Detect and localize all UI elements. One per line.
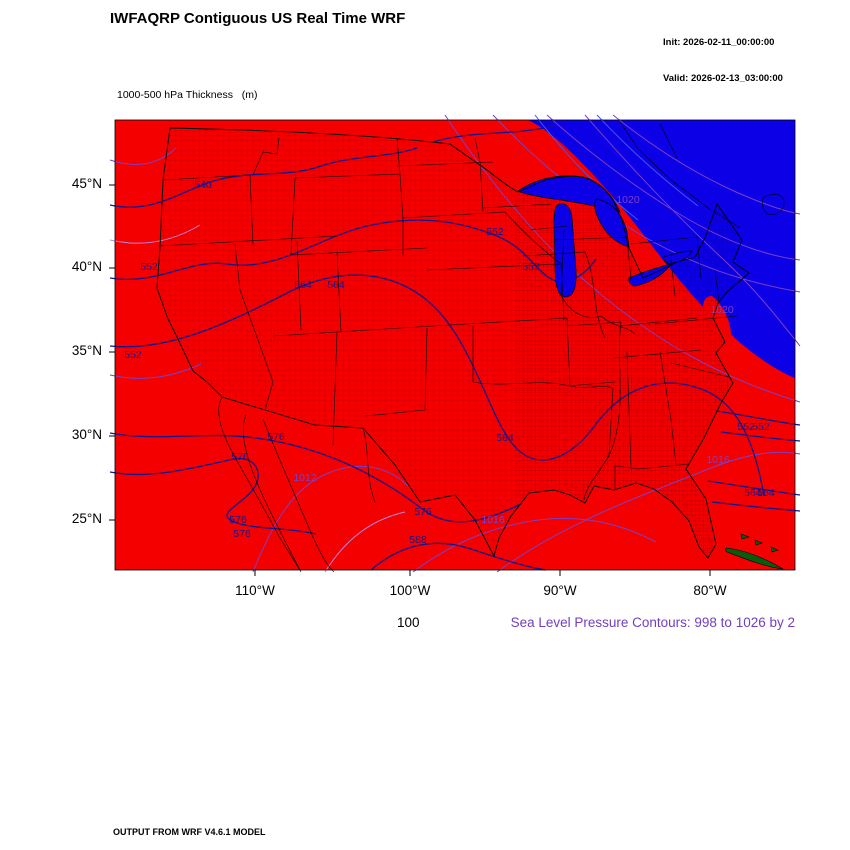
us-outline — [156, 127, 750, 559]
cold-airmass-region — [528, 120, 795, 378]
contour-label-thickness: 564 — [757, 487, 775, 499]
islands — [725, 533, 784, 570]
contour-label-thickness: 564 — [294, 279, 312, 291]
contour-label-thickness: 564 — [327, 279, 345, 291]
contour-label-thickness: 576 — [229, 514, 247, 526]
model-timestamps: Init: 2026-02-11_00:00:00 Valid: 2026-02… — [663, 13, 783, 109]
valid-timestamp: Valid: 2026-02-13_03:00:00 — [663, 73, 783, 84]
cold-region-contours — [534, 114, 699, 221]
contour-label-pressure: 1016 — [706, 454, 730, 466]
contour-label-thickness: 540 — [194, 179, 212, 191]
thickness-contours — [109, 125, 801, 571]
legend-thickness-1: 1000-500 hPa Thickness (m) — [117, 89, 258, 101]
cuba — [725, 547, 784, 570]
contour-label-thickness: 576 — [267, 431, 285, 443]
contour-label-thickness: 552 — [124, 349, 142, 361]
weather-map: 540 552 552 564 564 552 552 576 576 564 552 552 564 5… — [109, 114, 801, 576]
lat-axis-label: 45°N — [71, 176, 102, 191]
contour-label-thickness: 564 — [744, 487, 762, 499]
init-timestamp: Init: 2026-02-11_00:00:00 — [663, 37, 775, 48]
bahamas-1 — [740, 533, 750, 540]
bahamas-3 — [770, 546, 779, 553]
contour-label-thickness: 564 — [496, 432, 514, 444]
lat-axis-label: 25°N — [71, 511, 102, 526]
state-borders — [158, 137, 738, 501]
mexico-coastlines — [218, 396, 376, 573]
contour-label-thickness: 588 — [409, 534, 427, 546]
contour-label-thickness: 576 — [233, 528, 251, 540]
contour-label-thickness: 576 — [231, 451, 249, 463]
contour-label-thickness: 552 — [752, 421, 770, 433]
lat-axis-label: 30°N — [71, 427, 102, 442]
lon-axis-label: 90°W — [543, 583, 577, 598]
lat-axis-label: 35°N — [71, 343, 102, 358]
contour-label-pressure: 1020 — [710, 304, 734, 316]
contour-label-thickness: 552 — [737, 421, 755, 433]
axis-ticks — [109, 184, 711, 576]
contour-label-thickness: 552 — [140, 261, 158, 273]
bahamas-2 — [754, 539, 763, 546]
page-title: IWFAQRP Contiguous US Real Time WRF — [110, 10, 406, 27]
model-footer: OUTPUT FROM WRF V4.6.1 MODEL WE = 580 ; … — [113, 804, 480, 850]
contour-label-thickness: 576 — [414, 506, 432, 518]
great-lakes — [517, 175, 693, 298]
contour-label-thickness: 552 — [486, 226, 504, 238]
contour-label-pressure: 1016 — [481, 514, 505, 526]
plot-frame — [114, 119, 796, 571]
lake-huron — [594, 198, 630, 248]
contour-label-thickness: 552 — [522, 261, 540, 273]
slp-contour-caption: Sea Level Pressure Contours: 998 to 1026… — [510, 615, 795, 630]
lon-axis-label: 80°W — [693, 583, 727, 598]
lat-axis-label: 40°N — [71, 259, 102, 274]
caption-tick: 100 — [397, 615, 420, 630]
lon-axis-label: 110°W — [235, 583, 275, 598]
footer-model-line: OUTPUT FROM WRF V4.6.1 MODEL — [113, 827, 266, 837]
contour-label-pressure: 1020 — [616, 194, 640, 206]
pressure-contours — [109, 114, 801, 573]
canada-borders — [619, 121, 785, 229]
geography-borders — [156, 121, 785, 573]
lon-axis-label: 100°W — [389, 583, 431, 598]
contour-label-pressure: 1012 — [293, 472, 317, 484]
